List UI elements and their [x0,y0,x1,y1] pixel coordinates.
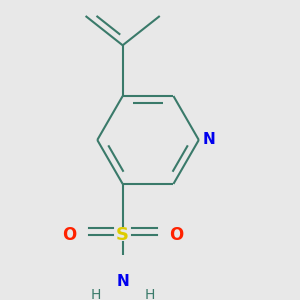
Text: N: N [202,133,215,148]
Text: N: N [116,274,129,289]
Text: H: H [145,288,155,300]
Text: S: S [116,226,129,244]
Text: O: O [169,226,184,244]
Text: H: H [90,288,100,300]
Text: O: O [62,226,76,244]
